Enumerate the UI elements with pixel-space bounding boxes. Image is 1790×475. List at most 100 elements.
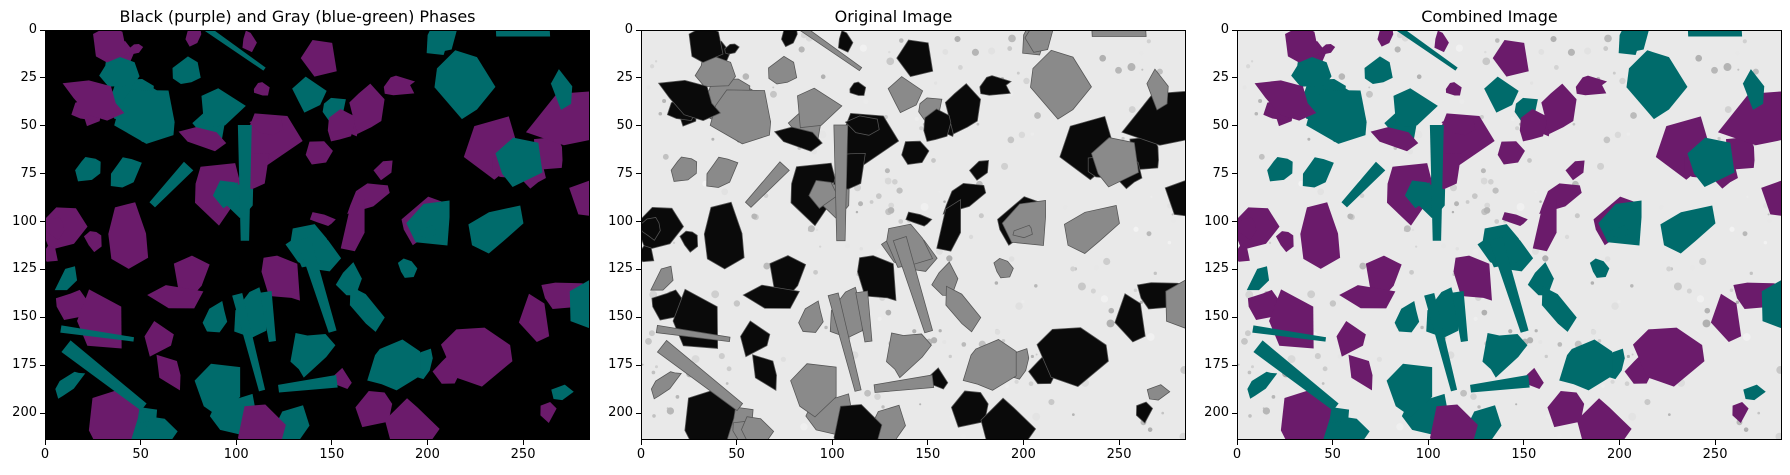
matrix-texture-speck [1601,384,1605,388]
gray-phase-particle [349,286,385,332]
y-tick-label: 100 [608,213,633,229]
x-tick-mark [1332,440,1334,445]
matrix-texture-speck [1314,353,1321,360]
matrix-texture-speck [648,330,655,337]
matrix-texture-speck [1321,382,1325,385]
matrix-texture-speck [1150,195,1153,199]
gray-phase-particle [887,76,924,114]
matrix-texture-speck [1015,302,1023,310]
matrix-texture-speck [800,423,808,431]
black-phase-particle [905,211,933,227]
micrograph-image [1238,31,1781,439]
matrix-texture-speck [1515,126,1520,131]
black-phase-particle [1280,389,1332,439]
matrix-texture-speck [1553,65,1559,70]
black-phase-particle [688,31,724,63]
y-tick-mark [40,125,45,127]
black-phase-particle [1300,202,1341,269]
matrix-texture-speck [807,225,815,233]
black-phase-particle [1121,91,1185,146]
x-tick-label: 150 [319,447,345,462]
y-tick-mark [1232,77,1237,79]
matrix-texture-speck [769,90,777,98]
black-phase-particle [147,285,204,309]
gray-phase-particle [1660,205,1716,254]
matrix-texture-speck [1492,187,1499,194]
matrix-texture-speck [914,116,919,121]
matrix-texture-speck [1746,195,1749,199]
matrix-texture-speck [1597,339,1602,343]
matrix-texture-speck [888,50,891,54]
matrix-texture-speck [1028,381,1034,387]
matrix-texture-speck [1171,213,1174,216]
matrix-texture-speck [1776,366,1781,374]
matrix-texture-speck [1473,316,1478,321]
matrix-texture-speck [1005,384,1009,388]
gray-phase-particle [114,89,175,144]
matrix-texture-speck [874,393,881,400]
black-phase-particle [46,207,88,251]
black-phase-particle [1441,115,1476,136]
matrix-texture-speck [1699,257,1707,266]
y-tick-label: 75 [20,165,37,181]
matrix-texture-speck [930,337,938,344]
gray-phase-particle [297,236,337,333]
black-phase-particle [838,31,854,53]
black-phase-particle [334,367,352,390]
matrix-texture-speck [896,187,903,194]
gray-phase-particle [204,31,266,71]
matrix-texture-speck [1538,49,1545,55]
matrix-texture-speck [1630,112,1637,119]
matrix-texture-speck [1021,299,1025,304]
matrix-texture-speck [741,354,746,359]
gray-phase-particle [54,266,78,291]
black-phase-particle [1320,43,1336,55]
y-tick-label: 175 [608,357,633,373]
x-tick-mark [235,440,237,445]
black-phase-particle [1445,82,1462,96]
matrix-texture-speck [1515,403,1518,406]
matrix-texture-speck [931,158,936,163]
x-tick-mark [1714,440,1716,445]
gray-phase-particle [149,161,194,208]
matrix-texture-speck [994,329,1001,335]
matrix-texture-speck [1763,240,1768,245]
matrix-texture-speck [1070,266,1076,272]
black-phase-particle [1348,354,1373,391]
matrix-texture-speck [1376,356,1382,362]
matrix-texture-speck [1631,353,1634,356]
matrix-texture-speck [824,325,828,330]
gray-phase-particle [1012,224,1033,239]
matrix-texture-speck [1014,379,1019,384]
black-phase-particle [1238,245,1250,262]
matrix-texture-speck [948,354,952,359]
black-phase-particle [642,245,655,263]
x-tick-label: 0 [1232,447,1242,462]
matrix-texture-speck [1604,34,1612,43]
matrix-texture-speck [1695,54,1703,62]
gray-phase-particle [60,325,135,342]
x-tick-mark [1523,440,1525,445]
black-phase-particle [261,255,300,301]
matrix-texture-speck [675,395,680,399]
gray-phase-particle [1364,56,1393,85]
y-tick-label: 100 [12,213,37,229]
gray-phase-particle [1484,76,1519,113]
matrix-texture-speck [1146,231,1152,237]
matrix-texture-speck [813,269,818,275]
matrix-texture-speck [1767,218,1772,223]
gray-phase-particle [790,363,837,418]
matrix-texture-speck [1179,432,1185,439]
black-phase-particle [1164,180,1185,217]
matrix-texture-speck [885,309,892,316]
x-tick-label: 100 [819,447,845,462]
micrograph-image [642,31,1185,439]
matrix-texture-speck [1465,200,1470,204]
black-phase-particle [742,284,800,309]
x-tick-label: 50 [728,447,745,462]
matrix-texture-speck [942,49,949,55]
matrix-texture-speck [1495,38,1500,43]
gray-phase-particle [1246,266,1270,291]
gray-phase-particle [827,292,862,392]
